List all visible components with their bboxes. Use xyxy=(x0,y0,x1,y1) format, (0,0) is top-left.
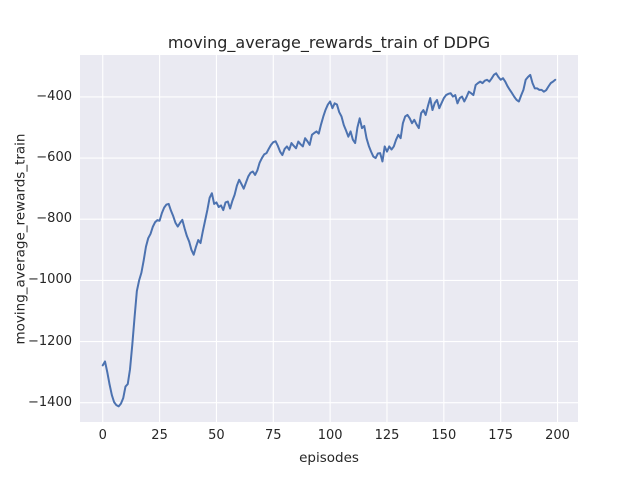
y-axis-label: moving_average_rewards_train xyxy=(12,133,29,345)
x-axis-label: episodes xyxy=(299,450,359,466)
x-tick-label: 125 xyxy=(374,428,400,443)
x-tick-label: 150 xyxy=(431,428,457,443)
chart-title: moving_average_rewards_train of DDPG xyxy=(167,33,491,52)
reward-line xyxy=(101,72,557,408)
y-tick-label: −400 xyxy=(36,88,72,104)
line-chart-svg xyxy=(80,55,578,422)
x-tick-label: 50 xyxy=(208,428,225,443)
x-tick-label: 75 xyxy=(265,428,282,443)
x-tick-label: 100 xyxy=(317,428,343,443)
y-tick-label: −1200 xyxy=(28,333,72,349)
plot-area xyxy=(80,55,578,422)
x-tick-label: 175 xyxy=(488,428,514,443)
y-tick-label: −1400 xyxy=(28,394,72,410)
y-tick-label: −800 xyxy=(36,211,72,227)
y-tick-label: −600 xyxy=(36,150,72,166)
x-tick-label: 200 xyxy=(545,428,570,443)
x-tick-label: 0 xyxy=(98,428,107,443)
x-tick-label: 25 xyxy=(151,428,168,443)
y-tick-label: −1000 xyxy=(28,272,72,288)
plot-background xyxy=(80,55,578,422)
